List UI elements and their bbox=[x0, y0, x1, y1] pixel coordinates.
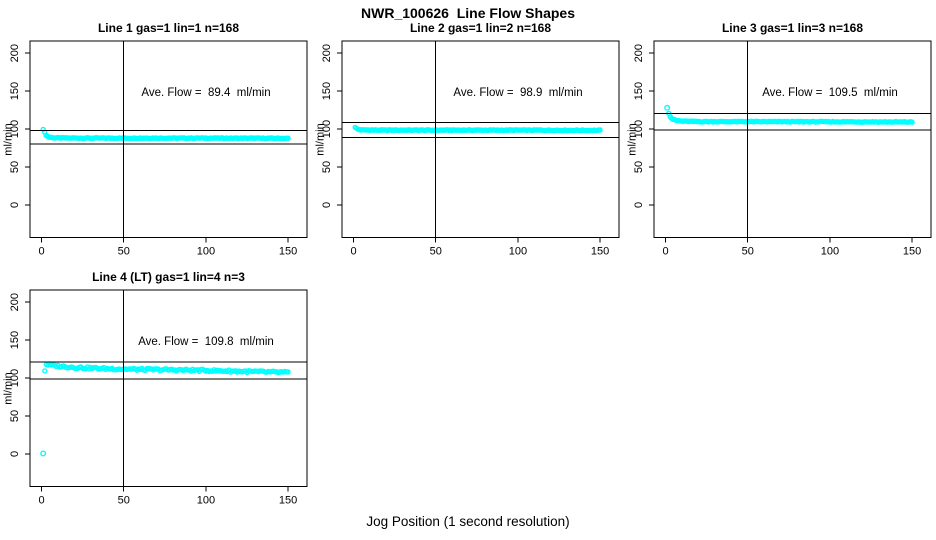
panel-3-x-tick-label: 100 bbox=[821, 246, 839, 258]
panel-3-y-tick-label: 0 bbox=[633, 202, 645, 208]
panel-4-plot-box bbox=[29, 289, 308, 487]
panel-4-data-point bbox=[285, 369, 291, 375]
x-axis-label: Jog Position (1 second resolution) bbox=[366, 514, 570, 529]
panel-2-x-tick-label: 0 bbox=[350, 246, 356, 258]
panel-1-ave-flow-annotation: Ave. Flow = 89.4 ml/min bbox=[141, 87, 271, 99]
panel-2-x-tick-label: 50 bbox=[430, 246, 442, 258]
panel-3-ave-flow-annotation: Ave. Flow = 109.5 ml/min bbox=[762, 87, 898, 99]
panel-1-y-axis-title: ml/min bbox=[2, 123, 15, 156]
panel-4-outlier-point bbox=[40, 450, 47, 457]
figure-title: NWR_100626 Line Flow Shapes bbox=[361, 5, 575, 21]
panel-3-y-tick-label: 50 bbox=[633, 161, 645, 173]
panel-4-x-tick-label: 50 bbox=[118, 495, 130, 507]
panel-2-y-axis-title: ml/min bbox=[314, 123, 327, 156]
panel-1-x-tick-label: 50 bbox=[118, 246, 130, 258]
panel-4-ave-flow-annotation: Ave. Flow = 109.8 ml/min bbox=[138, 336, 274, 348]
panel-3-x-tick-label: 50 bbox=[742, 246, 754, 258]
panel-4-y-tick-label: 150 bbox=[9, 331, 21, 349]
panel-2-y-tick-label: 0 bbox=[321, 202, 333, 208]
panel-4-title: Line 4 (LT) gas=1 lin=4 n=3 bbox=[92, 270, 245, 284]
panel-2-plot-box bbox=[341, 40, 620, 238]
panel-3-y-axis-title: ml/min bbox=[626, 123, 639, 156]
panel-4-y-axis-title: ml/min bbox=[2, 372, 15, 405]
panel-1-plot-box bbox=[29, 40, 308, 238]
panel-3-plot-box bbox=[653, 40, 932, 238]
panel-3-title: Line 3 gas=1 lin=3 n=168 bbox=[721, 21, 864, 35]
panel-1-data-point bbox=[285, 135, 291, 141]
panel-3-outlier-point bbox=[664, 104, 671, 111]
panel-3-data-point bbox=[909, 119, 915, 125]
panel-4-y-tick-label: 0 bbox=[9, 451, 21, 457]
panel-1-x-tick-label: 100 bbox=[197, 246, 215, 258]
panel-4-data-point bbox=[42, 368, 48, 374]
panel-4-y-tick-label: 200 bbox=[9, 293, 21, 311]
panel-4-y-tick-label: 100 bbox=[9, 369, 21, 387]
panel-1-x-tick-label: 0 bbox=[38, 246, 44, 258]
panel-2-y-tick-label: 200 bbox=[321, 44, 333, 62]
panel-2-x-tick-label: 150 bbox=[591, 246, 609, 258]
panel-3-x-tick-label: 150 bbox=[903, 246, 921, 258]
panel-3-x-tick-label: 0 bbox=[662, 246, 668, 258]
panel-1-y-tick-label: 200 bbox=[9, 44, 21, 62]
panel-2-y-tick-label: 150 bbox=[321, 82, 333, 100]
panel-3-y-tick-label: 200 bbox=[633, 44, 645, 62]
panel-4-y-tick-label: 50 bbox=[9, 410, 21, 422]
panel-2-x-tick-label: 100 bbox=[509, 246, 527, 258]
panel-2-data-point bbox=[597, 127, 603, 133]
panel-1-title: Line 1 gas=1 lin=1 n=168 bbox=[97, 21, 240, 35]
panel-1-y-tick-label: 150 bbox=[9, 82, 21, 100]
panel-2-ave-flow-annotation: Ave. Flow = 98.9 ml/min bbox=[453, 87, 583, 99]
panel-1-y-tick-label: 0 bbox=[9, 202, 21, 208]
panel-3-y-tick-label: 100 bbox=[633, 120, 645, 138]
panel-2-title: Line 2 gas=1 lin=2 n=168 bbox=[409, 21, 552, 35]
panel-2-y-tick-label: 50 bbox=[321, 161, 333, 173]
panel-4-x-tick-label: 150 bbox=[279, 495, 297, 507]
panel-1-x-tick-label: 150 bbox=[279, 246, 297, 258]
panel-3-y-tick-label: 150 bbox=[633, 82, 645, 100]
panel-4-x-tick-label: 100 bbox=[197, 495, 215, 507]
panel-2-y-tick-label: 100 bbox=[321, 120, 333, 138]
panel-1-y-tick-label: 100 bbox=[9, 120, 21, 138]
panel-1-y-tick-label: 50 bbox=[9, 161, 21, 173]
panel-4-x-tick-label: 0 bbox=[38, 495, 44, 507]
